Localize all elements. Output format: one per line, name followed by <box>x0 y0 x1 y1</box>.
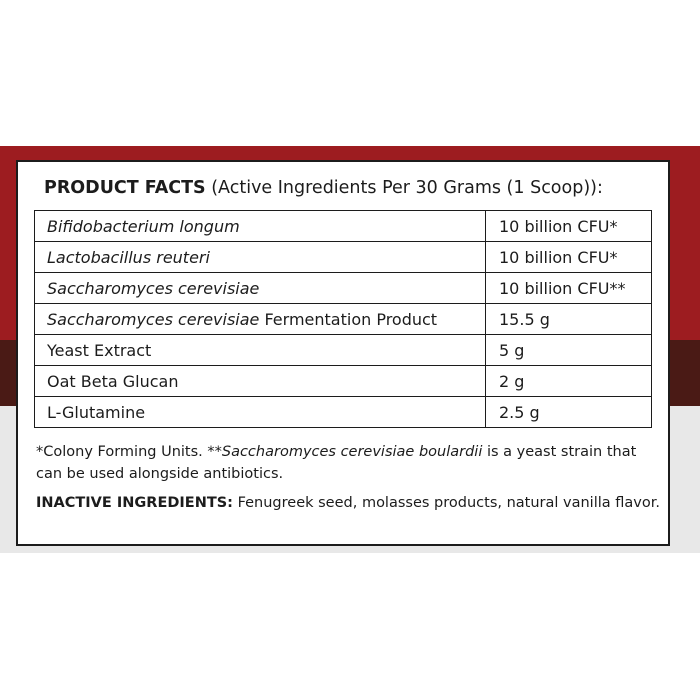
ingredient-name-plain: Yeast Extract <box>47 340 152 360</box>
ingredient-amount: 2.5 g <box>485 396 652 428</box>
ingredient-name-italic: Saccharomyces cerevisiae <box>47 278 260 298</box>
ingredient-name-plain: L-Glutamine <box>47 402 146 422</box>
ingredient-name-italic: Lactobacillus reuteri <box>47 247 210 267</box>
ingredient-name-plain: Fermentation Product <box>259 309 438 329</box>
table-row: Yeast Extract 5 g <box>34 334 652 366</box>
footnote-italic: Saccharomyces cerevisiae boulardii <box>221 444 483 460</box>
table-row: Bifidobacterium longum 10 billion CFU* <box>34 210 652 242</box>
inactive-ingredients: INACTIVE INGREDIENTS: Fenugreek seed, mo… <box>36 495 660 511</box>
product-facts-title: PRODUCT FACTS (Active Ingredients Per 30… <box>44 178 603 198</box>
ingredient-name: Bifidobacterium longum <box>34 210 486 242</box>
inactive-ingredients-text: Fenugreek seed, molasses products, natur… <box>232 495 660 511</box>
ingredient-name: Saccharomyces cerevisiae <box>34 272 486 304</box>
footnote-text-1: *Colony Forming Units. ** <box>36 444 222 460</box>
ingredient-amount: 10 billion CFU* <box>485 210 652 242</box>
product-facts-subheading: (Active Ingredients Per 30 Grams (1 Scoo… <box>205 178 603 198</box>
footnote-text-2: is a yeast strain that can be used along… <box>36 444 637 482</box>
table-row: Lactobacillus reuteri 10 billion CFU* <box>34 241 652 273</box>
ingredient-amount: 10 billion CFU** <box>485 272 652 304</box>
product-facts-heading: PRODUCT FACTS <box>44 178 206 198</box>
table-row: L-Glutamine 2.5 g <box>34 396 652 428</box>
ingredient-name-italic: Saccharomyces cerevisiae <box>47 309 260 329</box>
product-facts-panel: PRODUCT FACTS (Active Ingredients Per 30… <box>16 160 670 546</box>
table-row: Saccharomyces cerevisiae Fermentation Pr… <box>34 303 652 335</box>
ingredient-amount: 2 g <box>485 365 652 397</box>
inactive-ingredients-label: INACTIVE INGREDIENTS: <box>36 495 233 511</box>
ingredient-name: Yeast Extract <box>34 334 486 366</box>
footnote: *Colony Forming Units. **Saccharomyces c… <box>36 441 646 485</box>
table-row: Oat Beta Glucan 2 g <box>34 365 652 397</box>
ingredient-amount: 10 billion CFU* <box>485 241 652 273</box>
ingredient-amount: 15.5 g <box>485 303 652 335</box>
ingredients-table: Bifidobacterium longum 10 billion CFU* L… <box>34 210 652 428</box>
table-row: Saccharomyces cerevisiae 10 billion CFU*… <box>34 272 652 304</box>
ingredient-amount: 5 g <box>485 334 652 366</box>
ingredient-name-plain: Oat Beta Glucan <box>47 371 179 391</box>
ingredient-name: L-Glutamine <box>34 396 486 428</box>
ingredient-name-italic: Bifidobacterium longum <box>47 216 240 236</box>
ingredient-name: Lactobacillus reuteri <box>34 241 486 273</box>
ingredient-name: Oat Beta Glucan <box>34 365 486 397</box>
ingredient-name: Saccharomyces cerevisiae Fermentation Pr… <box>34 303 486 335</box>
